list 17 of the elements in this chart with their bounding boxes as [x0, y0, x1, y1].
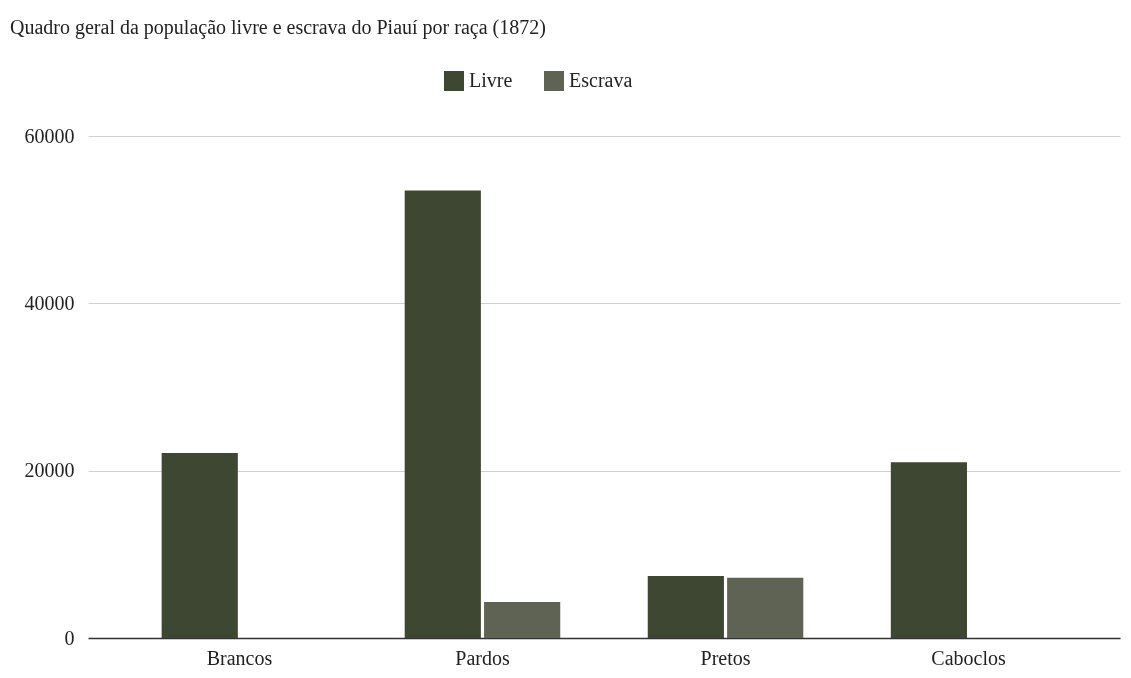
chart-title: Quadro geral da população livre e escrava do Piauí por raça (1872)	[10, 16, 546, 39]
bar	[890, 462, 967, 638]
y-tick-label: 20000	[24, 459, 75, 482]
legend-label: Livre	[469, 69, 513, 91]
bar	[647, 576, 724, 638]
bar	[484, 602, 561, 638]
y-tick-label: 40000	[24, 291, 75, 314]
x-tick-label: Pardos	[455, 646, 510, 669]
x-tick-label: Pretos	[700, 646, 751, 669]
bar	[161, 453, 238, 638]
bar	[404, 190, 481, 638]
x-tick-label: Caboclos	[931, 646, 1007, 669]
y-tick-label: 0	[64, 626, 75, 649]
y-tick-label: 60000	[24, 124, 75, 147]
x-tick-label: Brancos	[206, 646, 273, 669]
bar	[727, 577, 804, 638]
legend-label: Escrava	[569, 69, 633, 91]
